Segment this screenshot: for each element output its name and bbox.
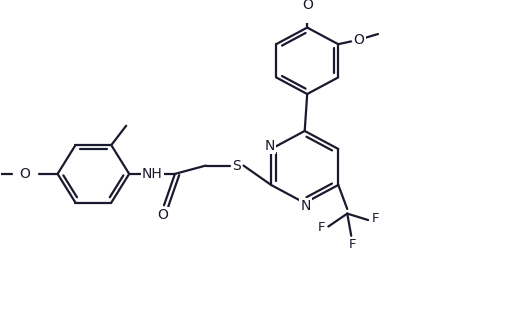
Text: S: S — [232, 159, 241, 172]
Text: O: O — [354, 33, 365, 47]
Text: N: N — [265, 139, 275, 153]
Text: F: F — [371, 212, 379, 225]
Text: O: O — [19, 167, 30, 181]
Text: F: F — [318, 221, 325, 234]
Text: F: F — [348, 238, 356, 252]
Text: NH: NH — [142, 167, 163, 181]
Text: N: N — [300, 199, 311, 213]
Text: O: O — [302, 0, 313, 12]
Text: O: O — [158, 208, 169, 223]
